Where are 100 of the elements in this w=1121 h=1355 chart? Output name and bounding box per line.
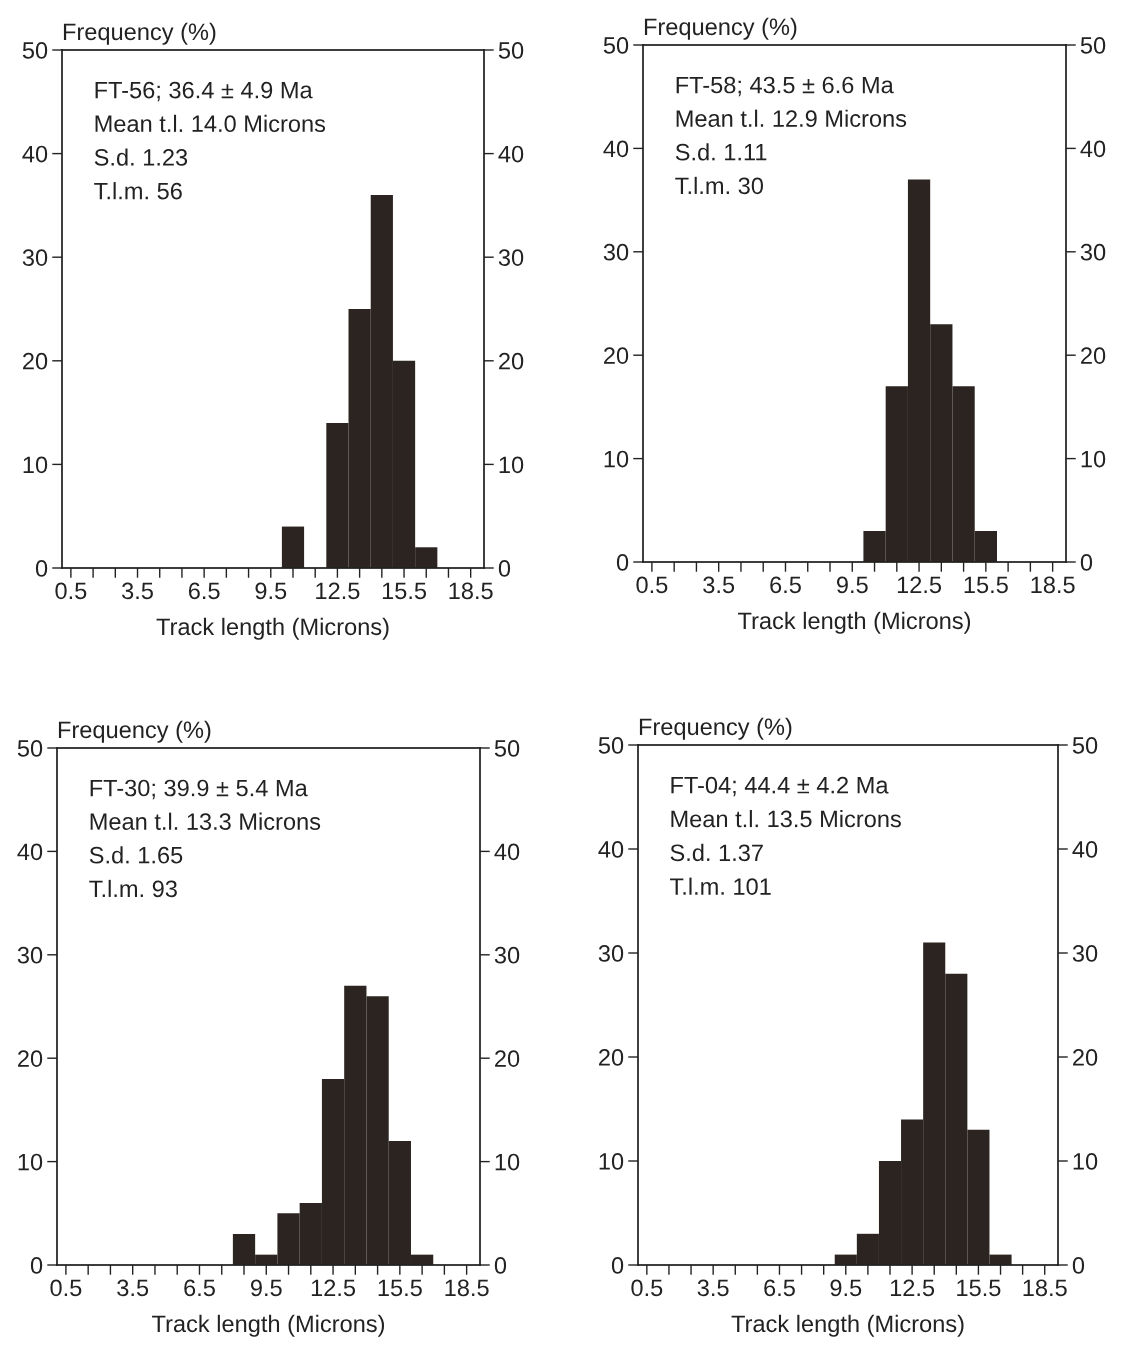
y-tick-label: 40	[22, 145, 48, 163]
y-tick-label: 0	[611, 1257, 624, 1274]
x-tick-label: 6.5	[770, 576, 801, 594]
y2-tick-label: 10	[1073, 1153, 1098, 1170]
y-tick-label: 40	[603, 140, 629, 158]
y-tick-label: 10	[23, 456, 48, 474]
x-tick-label: 12.5	[897, 576, 942, 594]
x-tick-label: 6.5	[188, 582, 220, 600]
annotation: Mean t.l. 12.9 Microns	[676, 109, 907, 127]
x-axis-title: Track length (Microns)	[738, 611, 971, 634]
y2-tick-label: 40	[498, 145, 524, 163]
y2-tick-label: 20	[1073, 1049, 1098, 1066]
x-tick-label: 18.5	[1023, 1279, 1067, 1297]
y-tick-label: 30	[17, 946, 43, 964]
y-tick-label: 20	[599, 1049, 624, 1066]
x-tick-label: 18.5	[445, 1279, 489, 1297]
x-tick-label: 0.5	[55, 582, 87, 600]
y2-tick-label: 40	[1080, 140, 1106, 158]
y-axis-title: Frequency (%)	[58, 720, 211, 743]
x-tick-label: 3.5	[703, 576, 735, 594]
y2-tick-label: 10	[495, 1153, 520, 1171]
y2-tick-label: 50	[1072, 737, 1098, 754]
y-tick-label: 40	[598, 841, 624, 858]
y2-tick-label: 0	[1080, 554, 1093, 571]
annotation: Mean t.l. 14.0 Microns	[95, 114, 326, 133]
x-tick-label: 0.5	[50, 1279, 82, 1297]
x-tick-label: 3.5	[122, 582, 153, 600]
y-axis-title: Frequency (%)	[639, 717, 792, 740]
x-tick-label: 15.5	[378, 1279, 422, 1297]
x-tick-label: 9.5	[255, 582, 287, 600]
y2-tick-label: 0	[494, 1257, 507, 1274]
x-tick-label: 12.5	[311, 1279, 356, 1297]
annotation: FT-30; 39.9 ± 5.4 Ma	[90, 779, 308, 800]
y-tick-label: 50	[603, 37, 629, 54]
x-tick-label: 0.5	[631, 1279, 663, 1297]
y-tick-label: 40	[17, 843, 43, 861]
y-axis-title: Frequency (%)	[644, 17, 797, 40]
y2-tick-label: 40	[1072, 841, 1098, 858]
y2-tick-label: 20	[1081, 347, 1106, 364]
y2-tick-label: 20	[499, 352, 524, 370]
annotation: FT-56; 36.4 ± 4.9 Ma	[95, 81, 313, 102]
x-tick-label: 15.5	[382, 582, 427, 600]
y-tick-label: 0	[616, 554, 629, 571]
annotation: Mean t.l. 13.3 Microns	[90, 812, 321, 830]
y2-tick-label: 50	[1080, 37, 1106, 54]
y-tick-label: 30	[22, 249, 48, 266]
y-tick-label: 30	[603, 243, 629, 261]
annotation: FT-58; 43.5 ± 6.6 Ma	[676, 76, 894, 97]
x-tick-label: 6.5	[184, 1279, 215, 1297]
y-tick-label: 20	[604, 347, 629, 364]
x-tick-label: 12.5	[316, 582, 360, 600]
y-tick-label: 50	[17, 740, 43, 757]
annotation: T.l.m. 56	[94, 182, 182, 200]
y-tick-label: 20	[23, 352, 48, 370]
annotation: S.d. 1.11	[675, 143, 767, 161]
x-tick-label: 18.5	[449, 582, 493, 600]
x-tick-label: 12.5	[890, 1279, 935, 1297]
annotation: S.d. 1.23	[94, 148, 188, 166]
y2-tick-label: 10	[499, 456, 524, 474]
y-tick-label: 0	[35, 560, 48, 577]
y2-tick-label: 40	[494, 843, 520, 861]
x-tick-label: 15.5	[957, 1279, 1001, 1297]
x-tick-label: 15.5	[964, 576, 1008, 594]
y2-tick-label: 0	[1072, 1257, 1085, 1274]
y-tick-label: 10	[18, 1153, 43, 1171]
y-tick-label: 10	[599, 1153, 624, 1170]
annotation: T.l.m. 93	[89, 879, 177, 898]
x-axis-title: Track length (Microns)	[731, 1314, 964, 1337]
y-tick-label: 0	[30, 1257, 43, 1274]
y-tick-label: 50	[22, 42, 48, 59]
annotation: S.d. 1.37	[670, 843, 763, 862]
x-tick-label: 9.5	[250, 1279, 282, 1297]
y2-tick-label: 30	[1072, 945, 1098, 962]
x-tick-label: 6.5	[764, 1279, 795, 1297]
y-tick-label: 30	[598, 945, 624, 962]
x-tick-label: 3.5	[697, 1279, 729, 1297]
x-tick-label: 0.5	[636, 576, 668, 594]
y-axis-title: Frequency (%)	[63, 22, 216, 45]
y2-tick-label: 10	[1081, 450, 1106, 468]
x-tick-label: 3.5	[117, 1279, 149, 1297]
annotation: S.d. 1.65	[89, 846, 183, 864]
annotation: Mean t.l. 13.5 Microns	[671, 810, 901, 828]
y2-tick-label: 30	[498, 249, 524, 266]
annotation: T.l.m. 30	[675, 176, 764, 195]
y2-tick-label: 20	[495, 1050, 520, 1067]
x-axis-title: Track length (Microns)	[156, 617, 389, 640]
y2-tick-label: 0	[498, 560, 511, 577]
x-tick-label: 9.5	[836, 576, 868, 594]
x-tick-label: 18.5	[1031, 576, 1075, 594]
y2-tick-label: 30	[1080, 243, 1106, 261]
y-tick-label: 20	[18, 1050, 43, 1067]
y2-tick-label: 30	[494, 946, 520, 964]
y-tick-label: 10	[604, 450, 629, 468]
x-axis-title: Track length (Microns)	[152, 1314, 385, 1337]
y2-tick-label: 50	[494, 740, 520, 757]
y2-tick-label: 50	[498, 42, 524, 59]
annotation: FT-04; 44.4 ± 4.2 Ma	[671, 776, 889, 797]
y-tick-label: 50	[598, 737, 624, 754]
annotation: T.l.m. 101	[670, 877, 771, 895]
x-tick-label: 9.5	[830, 1279, 862, 1297]
